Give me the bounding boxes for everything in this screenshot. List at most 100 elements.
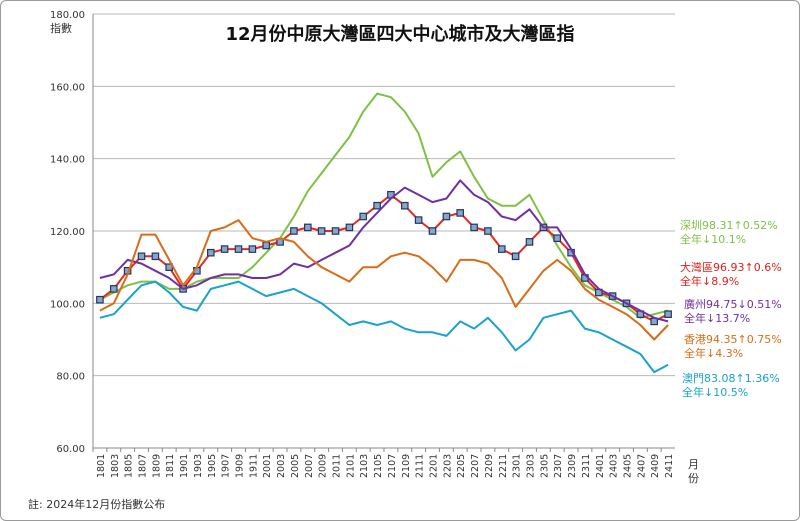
x-tick-label: 2105: [373, 454, 384, 478]
x-tick-label: 2001: [262, 454, 273, 478]
x-tick-label: 2303: [526, 454, 537, 478]
series-line-3: [99, 219, 669, 341]
x-tick-label: 1909: [235, 454, 246, 478]
footnote: 註: 2024年12月份指數公布: [28, 498, 166, 511]
x-tick-label: 1811: [165, 454, 176, 478]
x-tick-label: 2103: [359, 454, 370, 478]
x-tick-label: 2311: [581, 454, 592, 478]
x-tick-label: 2107: [387, 454, 398, 478]
x-tick-label: 1805: [124, 454, 135, 478]
series-line-2: [99, 179, 669, 323]
x-tick-label: 2109: [401, 454, 412, 478]
series-line-0: [99, 92, 669, 319]
annotation-guangzhou-line1: 廣州94.75↓0.51%: [684, 298, 782, 311]
x-tick-label: 2309: [567, 454, 578, 478]
x-tick-label: 2005: [290, 454, 301, 478]
x-tick-label: 2203: [442, 454, 453, 478]
series-marker: [664, 310, 672, 319]
x-tick-label: 2003: [276, 454, 287, 478]
annotation-hongkong-line1: 香港94.35↑0.75%: [684, 333, 782, 346]
series-marker: [525, 238, 534, 246]
y-tick-label: 60.00: [56, 444, 85, 455]
annotation-hongkong: 香港94.35↑0.75% 全年↓4.3%: [684, 333, 782, 361]
y-tick-label: 100.00: [50, 299, 85, 310]
x-tick-label: 2401: [595, 454, 606, 478]
x-tick-label: 1907: [221, 454, 232, 478]
x-tick-label: 2409: [650, 454, 661, 478]
series-marker: [137, 252, 146, 261]
x-tick-label: 1809: [151, 454, 162, 478]
series-marker: [401, 201, 409, 210]
x-tick-label: 2201: [429, 454, 440, 478]
x-tick-label: 2307: [553, 454, 564, 478]
series-marker: [331, 227, 340, 235]
series-marker: [359, 212, 368, 221]
x-tick-label: 2301: [512, 454, 523, 478]
series-marker: [498, 245, 506, 253]
x-axis-label: 月份: [688, 458, 699, 485]
x-tick-label: 2007: [304, 454, 315, 478]
annotation-gba-line2: 全年↓8.9%: [680, 275, 740, 288]
y-tick-label: 120.00: [50, 227, 85, 238]
x-tick-label: 2205: [456, 454, 467, 478]
x-tick-label: 1903: [193, 454, 204, 478]
annotation-guangzhou: 廣州94.75↓0.51% 全年↓13.7%: [684, 298, 782, 326]
x-tick-label: 1803: [110, 454, 121, 478]
series-marker: [470, 223, 478, 232]
x-tick-label: 2207: [470, 454, 481, 478]
annotation-shenzhen-line1: 深圳98.31↑0.52%: [680, 219, 778, 232]
y-tick-label: 160.00: [50, 82, 85, 93]
annotation-gba-line1: 大灣區96.93↑0.6%: [680, 261, 782, 274]
series-marker: [290, 227, 298, 235]
series-marker: [414, 216, 423, 224]
x-tick-label: 2305: [539, 454, 550, 478]
x-tick-label: 1801: [96, 454, 107, 478]
series-marker: [304, 223, 312, 232]
x-tick-label: 2011: [332, 454, 343, 478]
chart-title: 12月份中原大灣區四大中心城市及大灣區指: [225, 24, 575, 45]
series-line-1: [99, 193, 669, 323]
annotation-macau-line2: 全年↓10.5%: [682, 386, 749, 399]
annotation-guangzhou-line2: 全年↓13.7%: [684, 312, 751, 325]
series-marker: [248, 245, 257, 253]
y-tick-label: 140.00: [50, 155, 85, 166]
x-tick-label: 2101: [345, 454, 356, 478]
series-marker: [317, 227, 326, 235]
x-tick-label: 2209: [484, 454, 495, 478]
x-tick-label: 2403: [609, 454, 620, 478]
series-line-4: [99, 280, 669, 374]
x-tick-label: 1901: [179, 454, 190, 478]
series-marker: [207, 248, 215, 257]
y-axis-label: 指數: [50, 22, 72, 35]
series-marker: [234, 245, 243, 253]
series-marker: [109, 285, 118, 293]
annotation-macau: 澳門83.08↑1.36% 全年↓10.5%: [682, 372, 780, 400]
annotation-gba: 大灣區96.93↑0.6% 全年↓8.9%: [680, 261, 782, 289]
x-tick-label: 1911: [248, 454, 259, 478]
annotation-macau-line1: 澳門83.08↑1.36%: [682, 372, 780, 385]
y-tick-label: 80.00: [56, 372, 85, 383]
series-marker: [511, 252, 520, 261]
x-tick-label: 2405: [623, 454, 634, 478]
series-marker: [345, 223, 354, 232]
series-marker: [220, 245, 229, 253]
series-marker: [428, 227, 437, 235]
y-tick-label: 180.00: [50, 10, 85, 21]
series-marker: [262, 241, 271, 250]
series-marker: [96, 295, 104, 304]
x-tick-label: 2009: [318, 454, 329, 478]
x-tick-label: 2407: [636, 454, 647, 478]
x-tick-label: 1807: [138, 454, 149, 478]
series-marker: [373, 201, 381, 210]
x-tick-label: 2211: [498, 454, 509, 478]
series-marker: [456, 209, 465, 217]
series-marker: [484, 227, 492, 235]
series-marker: [151, 252, 160, 261]
x-tick-label: 2411: [664, 454, 675, 478]
annotation-hongkong-line2: 全年↓4.3%: [684, 347, 744, 360]
annotation-shenzhen-line2: 全年↓10.1%: [680, 233, 747, 246]
series-marker: [442, 212, 451, 221]
annotation-shenzhen: 深圳98.31↑0.52% 全年↓10.1%: [680, 219, 778, 247]
x-tick-label: 2111: [415, 454, 426, 478]
